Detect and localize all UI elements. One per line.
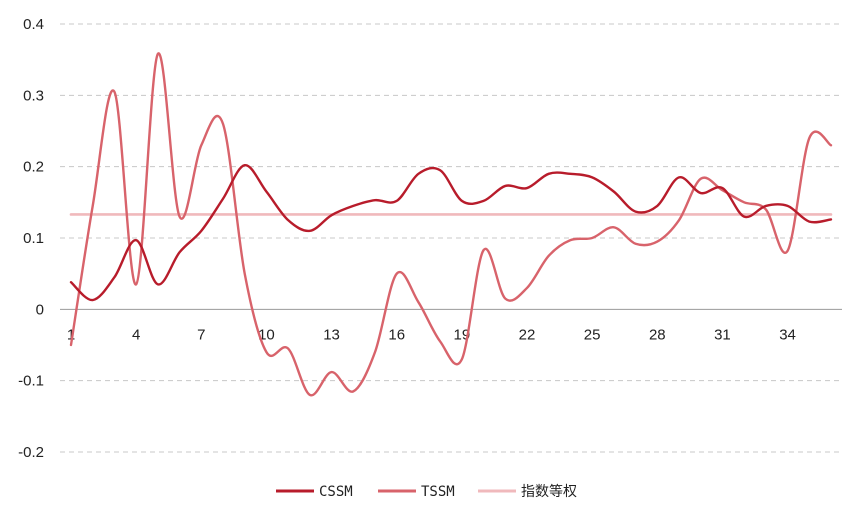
y-tick-label: 0 <box>36 301 44 318</box>
x-tick-label: 34 <box>779 326 796 343</box>
series-line-1 <box>69 52 833 397</box>
y-tick-label: -0.1 <box>18 373 44 390</box>
y-tick-label: 0.3 <box>23 87 44 104</box>
series-lines <box>69 52 833 397</box>
x-tick-label: 16 <box>388 326 405 343</box>
x-tick-label: 28 <box>649 326 666 343</box>
series-line-0 <box>69 164 833 302</box>
grid-lines <box>60 23 842 453</box>
legend: CSSM TSSM 指数等权 <box>276 483 577 500</box>
legend-label: 指数等权 <box>521 483 577 500</box>
x-tick-label: 1 <box>67 326 75 343</box>
x-tick-label: 4 <box>132 326 140 343</box>
y-tick-label: 0.1 <box>23 230 44 247</box>
legend-label: CSSM <box>319 484 353 500</box>
y-tick-label: 0.4 <box>23 16 44 33</box>
legend-label: TSSM <box>421 484 455 500</box>
x-tick-label: 22 <box>519 326 536 343</box>
x-tick-label: 31 <box>714 326 731 343</box>
x-tick-label: 10 <box>258 326 275 343</box>
x-axis-tick-labels: 1 4 7 10 13 16 19 22 25 28 31 34 <box>67 326 796 343</box>
y-tick-label: -0.2 <box>18 444 44 461</box>
y-axis-tick-labels: 0.4 0.3 0.2 0.1 0 -0.1 -0.2 <box>18 16 44 461</box>
x-tick-label: 13 <box>323 326 340 343</box>
y-tick-label: 0.2 <box>23 159 44 176</box>
x-tick-label: 25 <box>584 326 601 343</box>
x-tick-label: 7 <box>197 326 205 343</box>
